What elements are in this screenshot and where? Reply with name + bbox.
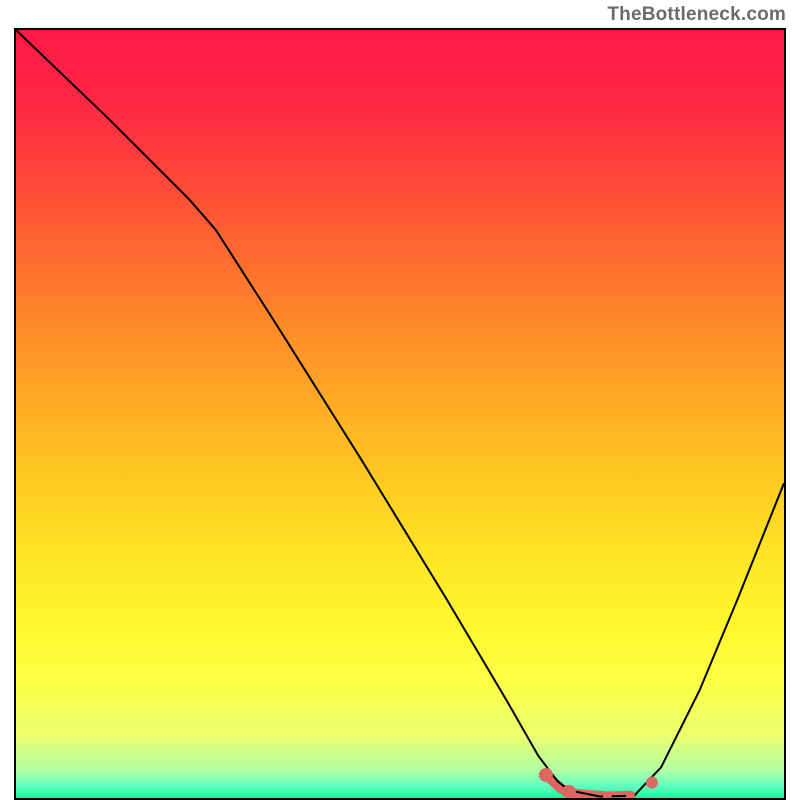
chart-container: TheBottleneck.com <box>0 0 800 800</box>
chart-lines <box>16 30 784 798</box>
main-curve <box>16 30 784 796</box>
attribution-label: TheBottleneck.com <box>607 4 786 26</box>
plot-area <box>14 28 786 800</box>
